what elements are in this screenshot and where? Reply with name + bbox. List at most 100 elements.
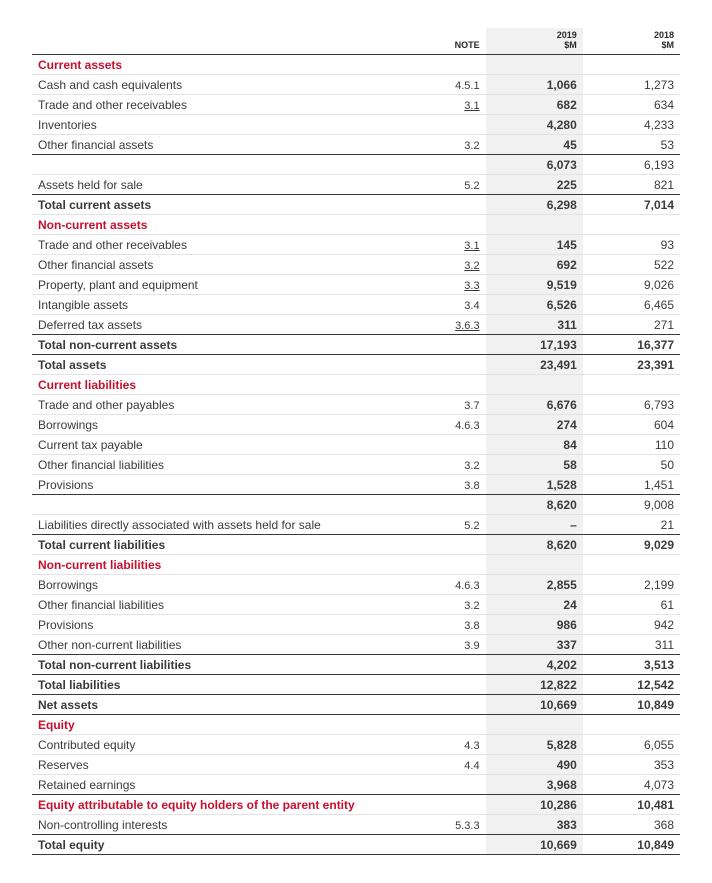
row-value-2019: 6,526 xyxy=(486,295,583,315)
row-label: Provisions xyxy=(32,475,408,495)
row-label: Contributed equity xyxy=(32,735,408,755)
row-label: Current assets xyxy=(32,55,408,75)
table-row: Intangible assets3.46,5266,465 xyxy=(32,295,680,315)
row-note: 3.2 xyxy=(408,455,486,475)
row-label: Equity xyxy=(32,715,408,735)
row-value-2018: 353 xyxy=(583,755,680,775)
row-label: Other non-current liabilities xyxy=(32,635,408,655)
row-label: Trade and other receivables xyxy=(32,95,408,115)
row-label: Non-current assets xyxy=(32,215,408,235)
row-label: Trade and other payables xyxy=(32,395,408,415)
row-label: Total current assets xyxy=(32,195,408,215)
row-value-2019: 5,828 xyxy=(486,735,583,755)
row-note xyxy=(408,335,486,355)
row-value-2019 xyxy=(486,375,583,395)
row-value-2018: 21 xyxy=(583,515,680,535)
row-value-2018: 821 xyxy=(583,175,680,195)
row-label: Total assets xyxy=(32,355,408,375)
table-row: Borrowings4.6.3274604 xyxy=(32,415,680,435)
row-note: 4.6.3 xyxy=(408,415,486,435)
row-note: 3.9 xyxy=(408,635,486,655)
row-note: 5.2 xyxy=(408,515,486,535)
row-note xyxy=(408,555,486,575)
row-note xyxy=(408,55,486,75)
balance-sheet-table: NOTE 2019$M 2018$M Current assetsCash an… xyxy=(32,28,680,855)
row-value-2018: 6,193 xyxy=(583,155,680,175)
row-value-2018: 6,793 xyxy=(583,395,680,415)
table-row: Borrowings4.6.32,8552,199 xyxy=(32,575,680,595)
row-value-2019: 10,669 xyxy=(486,835,583,855)
table-row: Deferred tax assets3.6.3311271 xyxy=(32,315,680,335)
row-note: 3.8 xyxy=(408,475,486,495)
row-note: 3.7 xyxy=(408,395,486,415)
table-row: Liabilities directly associated with ass… xyxy=(32,515,680,535)
col-header-2019: 2019$M xyxy=(486,28,583,55)
row-value-2018: 271 xyxy=(583,315,680,335)
row-note: 4.5.1 xyxy=(408,75,486,95)
table-row: Retained earnings3,9684,073 xyxy=(32,775,680,795)
row-note xyxy=(408,355,486,375)
row-value-2019: 1,066 xyxy=(486,75,583,95)
row-note xyxy=(408,435,486,455)
row-value-2019: 9,519 xyxy=(486,275,583,295)
row-value-2019: 8,620 xyxy=(486,535,583,555)
row-note: 3.2 xyxy=(408,135,486,155)
table-row: Inventories4,2804,233 xyxy=(32,115,680,135)
table-row: Non-current assets xyxy=(32,215,680,235)
row-label: Liabilities directly associated with ass… xyxy=(32,515,408,535)
row-value-2019: 311 xyxy=(486,315,583,335)
row-value-2018: 12,542 xyxy=(583,675,680,695)
row-value-2019: 58 xyxy=(486,455,583,475)
row-note: 3.4 xyxy=(408,295,486,315)
row-label: Equity attributable to equity holders of… xyxy=(32,795,408,815)
row-note xyxy=(408,715,486,735)
row-value-2019: 692 xyxy=(486,255,583,275)
row-value-2018 xyxy=(583,555,680,575)
row-note: 3.2 xyxy=(408,595,486,615)
table-row: Total non-current liabilities4,2023,513 xyxy=(32,655,680,675)
row-label: Borrowings xyxy=(32,415,408,435)
row-value-2019: 6,298 xyxy=(486,195,583,215)
row-value-2019: 337 xyxy=(486,635,583,655)
row-value-2019 xyxy=(486,55,583,75)
row-value-2018: 604 xyxy=(583,415,680,435)
row-value-2019: 1,528 xyxy=(486,475,583,495)
row-value-2019: 45 xyxy=(486,135,583,155)
table-row: Current tax payable84110 xyxy=(32,435,680,455)
row-label: Other financial liabilities xyxy=(32,595,408,615)
row-note: 5.2 xyxy=(408,175,486,195)
row-value-2019: 2,855 xyxy=(486,575,583,595)
table-row: Non-controlling interests5.3.3383368 xyxy=(32,815,680,835)
row-value-2018: 942 xyxy=(583,615,680,635)
row-label: Other financial assets xyxy=(32,135,408,155)
row-value-2019: 17,193 xyxy=(486,335,583,355)
row-note xyxy=(408,795,486,815)
row-note: 5.3.3 xyxy=(408,815,486,835)
row-value-2018: 2,199 xyxy=(583,575,680,595)
row-note xyxy=(408,115,486,135)
row-label xyxy=(32,495,408,515)
row-note xyxy=(408,775,486,795)
row-label: Total liabilities xyxy=(32,675,408,695)
table-row: Cash and cash equivalents4.5.11,0661,273 xyxy=(32,75,680,95)
row-value-2019: 3,968 xyxy=(486,775,583,795)
row-value-2018: 53 xyxy=(583,135,680,155)
row-note: 4.6.3 xyxy=(408,575,486,595)
row-note xyxy=(408,195,486,215)
row-label: Total equity xyxy=(32,835,408,855)
row-value-2018: 110 xyxy=(583,435,680,455)
row-note: 3.6.3 xyxy=(408,315,486,335)
row-note xyxy=(408,215,486,235)
row-value-2018: 9,029 xyxy=(583,535,680,555)
row-label: Retained earnings xyxy=(32,775,408,795)
row-value-2018 xyxy=(583,715,680,735)
row-value-2018: 9,026 xyxy=(583,275,680,295)
row-value-2019: 4,202 xyxy=(486,655,583,675)
table-row: Other non-current liabilities3.9337311 xyxy=(32,635,680,655)
row-label: Intangible assets xyxy=(32,295,408,315)
row-value-2018: 311 xyxy=(583,635,680,655)
row-note: 3.1 xyxy=(408,235,486,255)
row-value-2018: 7,014 xyxy=(583,195,680,215)
table-body: Current assetsCash and cash equivalents4… xyxy=(32,55,680,855)
row-value-2019: 383 xyxy=(486,815,583,835)
